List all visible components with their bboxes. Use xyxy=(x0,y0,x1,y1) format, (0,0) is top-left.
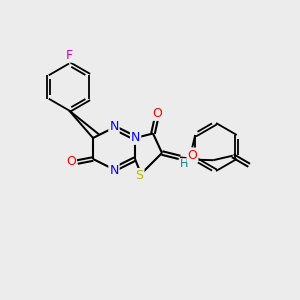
Text: O: O xyxy=(153,107,162,120)
Text: O: O xyxy=(66,155,76,169)
Text: N: N xyxy=(109,164,119,177)
Text: S: S xyxy=(136,169,143,182)
Text: H: H xyxy=(179,159,188,169)
Text: N: N xyxy=(131,131,140,144)
Text: N: N xyxy=(109,120,119,134)
Text: O: O xyxy=(188,148,197,162)
Text: F: F xyxy=(65,49,73,62)
